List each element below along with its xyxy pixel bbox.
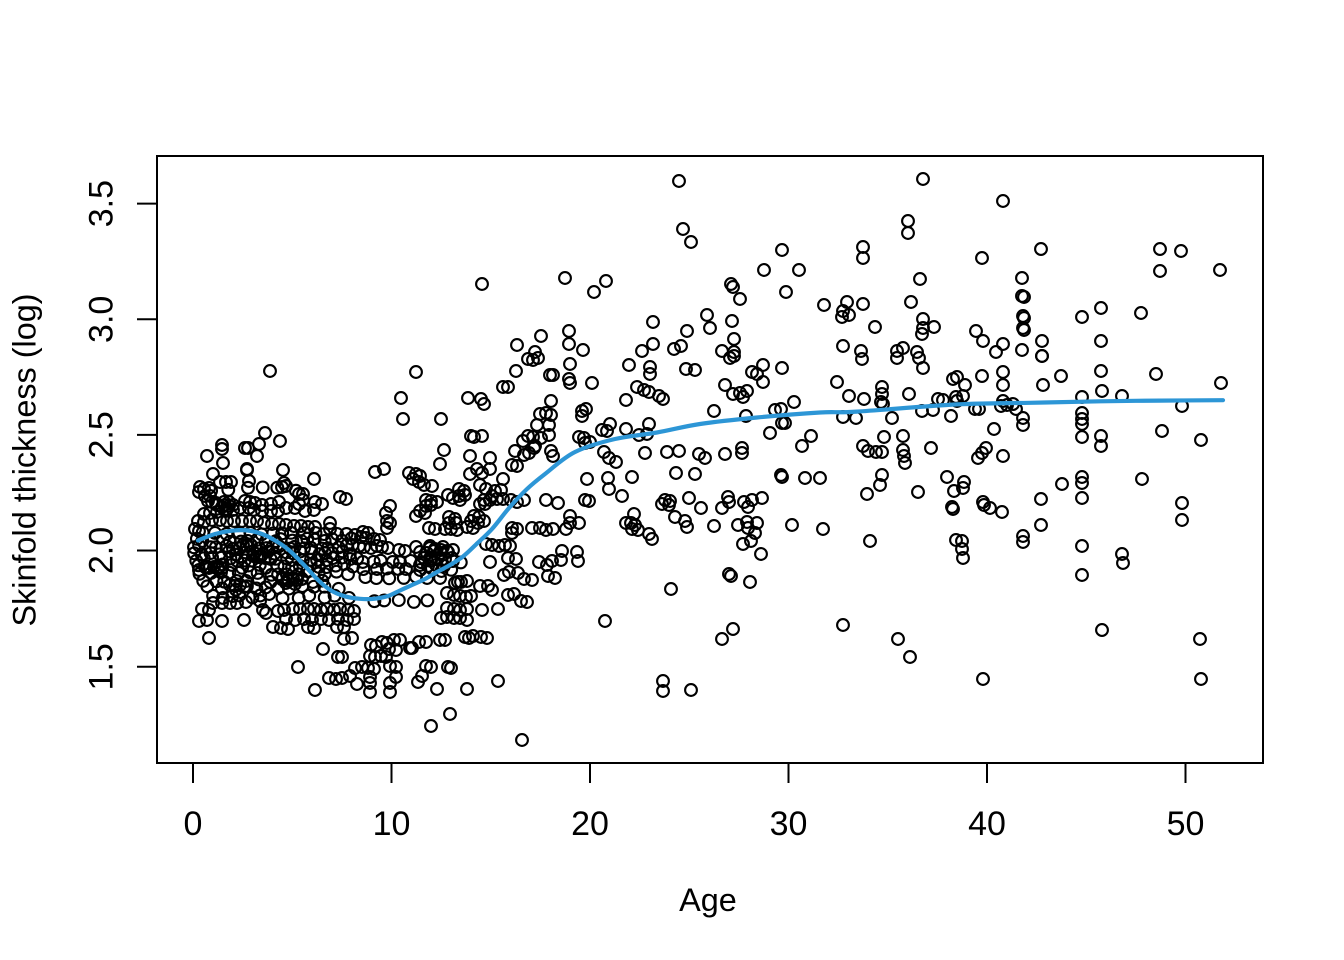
- svg-text:20: 20: [571, 805, 609, 843]
- svg-text:2.5: 2.5: [83, 411, 121, 458]
- svg-text:2.0: 2.0: [83, 527, 121, 574]
- svg-text:10: 10: [373, 805, 411, 843]
- svg-text:Skinfold thickness (log): Skinfold thickness (log): [7, 293, 43, 626]
- svg-text:0: 0: [184, 805, 203, 843]
- svg-text:Age: Age: [679, 882, 737, 918]
- svg-text:3.0: 3.0: [83, 296, 121, 343]
- svg-text:50: 50: [1167, 805, 1205, 843]
- svg-text:1.5: 1.5: [83, 643, 121, 690]
- svg-text:3.5: 3.5: [83, 180, 121, 227]
- svg-text:40: 40: [968, 805, 1006, 843]
- svg-text:30: 30: [770, 805, 808, 843]
